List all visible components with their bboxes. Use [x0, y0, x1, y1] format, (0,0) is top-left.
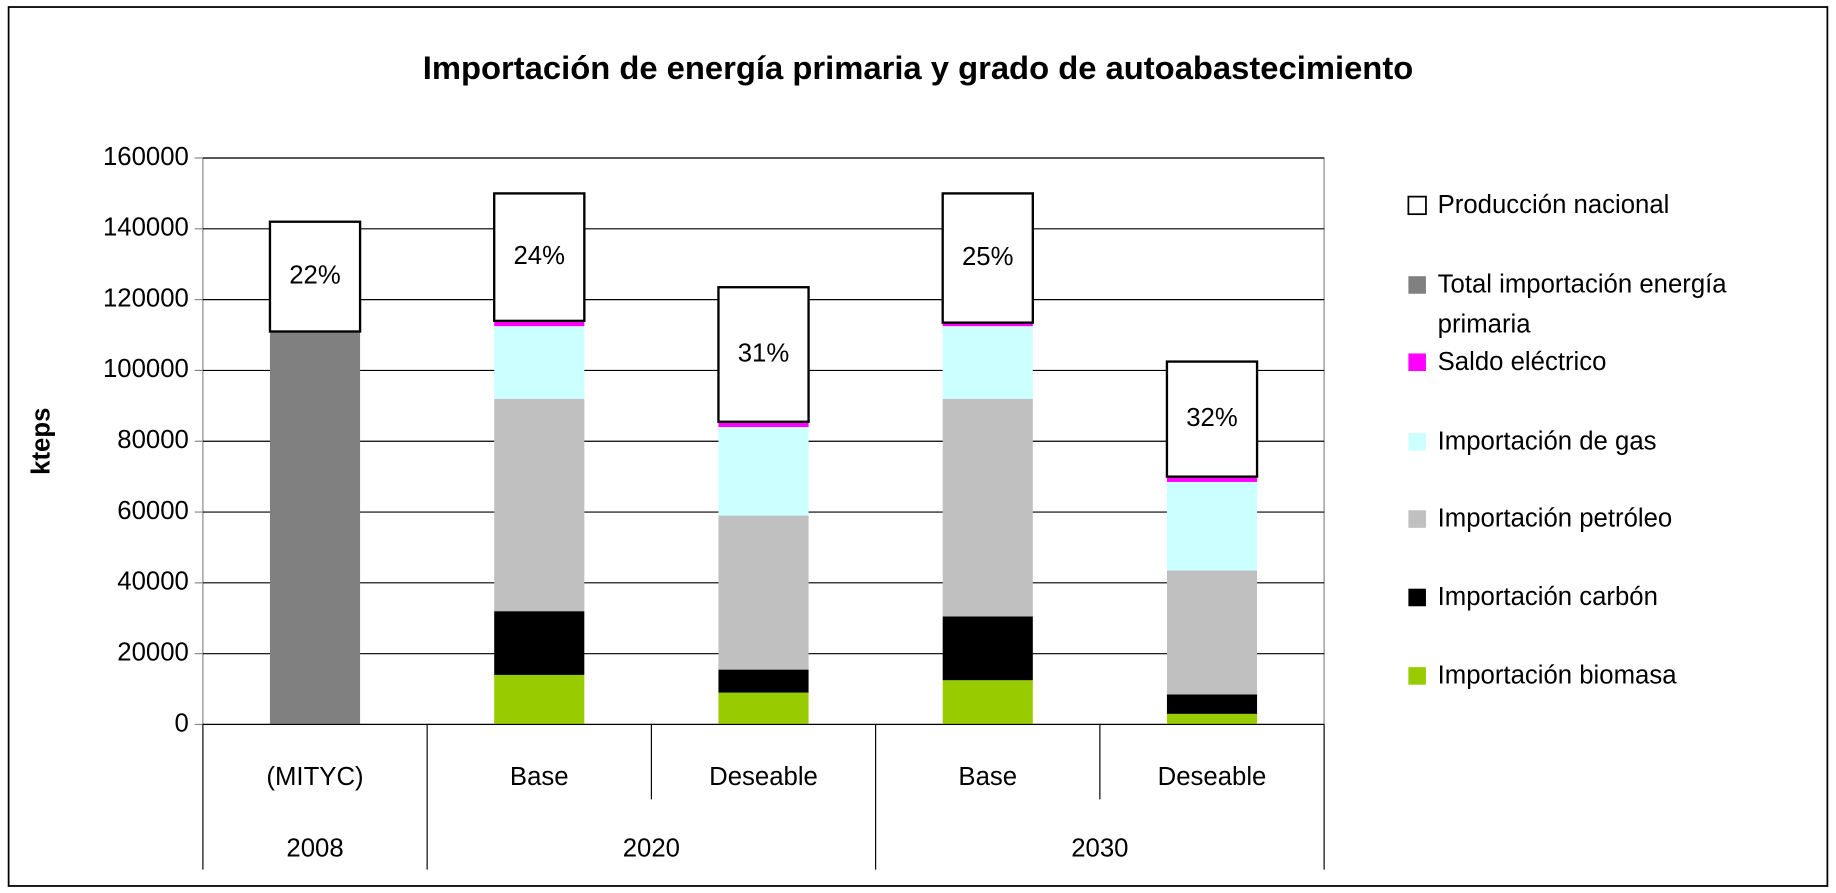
legend-label: Producción nacional: [1438, 191, 1670, 219]
legend-line: Total importación energía: [1438, 270, 1728, 298]
legend-label: Importación biomasa: [1438, 661, 1678, 689]
data-label: 32%: [1186, 404, 1238, 432]
bar-segment: [494, 326, 585, 399]
bar-segment: [718, 421, 809, 428]
x-tick-label: (MITYC): [266, 763, 363, 791]
y-tick-label: 20000: [117, 638, 189, 666]
y-tick-label: 40000: [117, 568, 189, 596]
bar-segment: [718, 427, 809, 516]
x-group-label: 2030: [1071, 834, 1128, 862]
bar-segment: [1166, 476, 1258, 482]
y-tick-label: 80000: [117, 426, 189, 454]
bar-segment: [494, 674, 585, 725]
legend-label: Importación carbón: [1438, 583, 1658, 611]
bar-segment: [1166, 481, 1258, 571]
bar-segment: [718, 515, 809, 670]
bar-segment: [1166, 694, 1258, 714]
bar-segment: [494, 398, 585, 612]
y-axis-label: kteps: [27, 408, 55, 475]
x-tick-label: Deseable: [1158, 763, 1267, 791]
bar-segment: [717, 286, 810, 423]
legend-label: Importación de gas: [1438, 427, 1657, 455]
x-tick-label: Deseable: [709, 763, 818, 791]
bar-segment: [1165, 360, 1259, 478]
legend-swatch: [1408, 353, 1426, 372]
bar-segment: [493, 192, 586, 323]
data-label: 25%: [962, 243, 1014, 271]
bar-segment: [494, 611, 585, 675]
bar-segment: [1166, 713, 1258, 725]
bar-segment: [942, 326, 1033, 399]
legend-line: Importación petróleo: [1438, 504, 1673, 532]
bar-segment: [942, 680, 1033, 725]
legend-swatch: [1408, 510, 1426, 528]
legend-label: Importación petróleo: [1438, 504, 1673, 532]
bar-segment: [942, 398, 1033, 617]
legend-swatch: [1408, 588, 1426, 607]
data-label: 31%: [738, 339, 790, 367]
y-tick-label: 120000: [103, 284, 189, 312]
y-tick-label: 100000: [103, 355, 189, 383]
bar-segment: [941, 192, 1034, 324]
bar-segment: [942, 322, 1033, 327]
legend-label: Saldo eléctrico: [1438, 348, 1607, 376]
data-label: 24%: [514, 242, 566, 270]
y-tick-label: 160000: [103, 143, 189, 171]
y-tick-label: 60000: [117, 497, 189, 525]
bar-segment: [494, 320, 585, 327]
bar-segment: [268, 220, 362, 333]
legend-line: primaria: [1438, 310, 1532, 338]
x-group-label: 2008: [286, 834, 343, 862]
legend-swatch: [1408, 433, 1426, 451]
x-group-label: 2020: [623, 834, 680, 862]
legend-line: Importación biomasa: [1438, 661, 1678, 689]
bar-segment: [718, 669, 809, 693]
x-tick-label: Base: [958, 763, 1017, 791]
legend-swatch: [1407, 195, 1427, 216]
bar-segment: [269, 331, 361, 725]
bar-segment: [942, 616, 1033, 681]
bar-segment: [718, 692, 809, 725]
data-label: 22%: [289, 261, 341, 289]
legend-line: Saldo eléctrico: [1438, 348, 1607, 376]
legend-line: Importación de gas: [1438, 427, 1657, 455]
x-tick-label: Base: [510, 763, 569, 791]
legend-label: Total importación energía primaria: [1438, 270, 1728, 338]
legend-line: Importación carbón: [1438, 583, 1658, 611]
y-tick-label: 0: [175, 709, 189, 737]
legend-line: Producción nacional: [1438, 191, 1670, 219]
chart-title: Importación de energía primaria y grado …: [423, 49, 1414, 86]
legend-swatch: [1408, 276, 1426, 294]
y-tick-label: 140000: [103, 214, 189, 242]
legend-swatch: [1408, 667, 1426, 685]
bar-segment: [1166, 570, 1258, 695]
